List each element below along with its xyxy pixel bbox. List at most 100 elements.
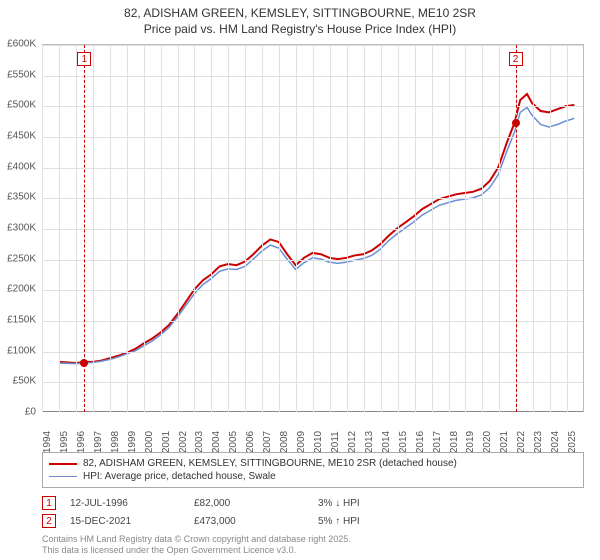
gridline-v (381, 45, 382, 412)
y-tick-label: £250K (7, 253, 36, 264)
gridline-v (110, 45, 111, 412)
x-tick-label: 2000 (144, 431, 155, 453)
gridline-v (465, 45, 466, 412)
footer-line-2: This data is licensed under the Open Gov… (42, 545, 584, 556)
x-tick-label: 1999 (127, 431, 138, 453)
x-tick-label: 2019 (465, 431, 476, 453)
x-tick-label: 2008 (279, 431, 290, 453)
marker-line-1 (84, 45, 85, 412)
legend-row: HPI: Average price, detached house, Swal… (49, 470, 577, 483)
gridline-v (398, 45, 399, 412)
x-tick-label: 1997 (93, 431, 104, 453)
x-tick-label: 2006 (245, 431, 256, 453)
gridline-v (347, 45, 348, 412)
y-tick-label: £200K (7, 284, 36, 295)
gridline-v (550, 45, 551, 412)
gridline-v (449, 45, 450, 412)
legend-swatch (49, 463, 77, 465)
legend-swatch (49, 476, 77, 477)
x-tick-label: 2001 (161, 431, 172, 453)
y-axis-labels: £0£50K£100K£150K£200K£250K£300K£350K£400… (0, 44, 40, 412)
gridline-v (482, 45, 483, 412)
gridline-v (93, 45, 94, 412)
note-row: 2 15-DEC-2021 £473,000 5% ↑ HPI (42, 512, 584, 530)
y-tick-label: £0 (25, 407, 36, 418)
note-row: 112-JUL-1996£82,0003% ↓ HPI (42, 494, 584, 512)
note-date: 12-JUL-1996 (70, 498, 180, 509)
y-tick-label: £500K (7, 100, 36, 111)
note-price: £82,000 (194, 498, 304, 509)
x-tick-label: 1994 (42, 431, 53, 453)
x-tick-label: 2012 (347, 431, 358, 453)
y-tick-label: £100K (7, 345, 36, 356)
gridline-v (194, 45, 195, 412)
gridline-v (432, 45, 433, 412)
legend-row: 82, ADISHAM GREEN, KEMSLEY, SITTINGBOURN… (49, 457, 577, 470)
gridline-v (144, 45, 145, 412)
gridline-v (567, 45, 568, 412)
y-tick-label: £400K (7, 161, 36, 172)
series-hpi (59, 107, 574, 363)
footer-line-1: Contains HM Land Registry data © Crown c… (42, 534, 584, 545)
note-number-box: 2 (42, 514, 56, 528)
x-tick-label: 2021 (499, 431, 510, 453)
note-price: £473,000 (194, 516, 304, 527)
gridline-v (59, 45, 60, 412)
marker-notes: 112-JUL-1996£82,0003% ↓ HPI215-DEC-2021£… (42, 494, 584, 530)
x-tick-label: 2005 (228, 431, 239, 453)
x-tick-label: 1998 (110, 431, 121, 453)
y-tick-label: £450K (7, 131, 36, 142)
gridline-v (228, 45, 229, 412)
gridline-v (499, 45, 500, 412)
gridline-v (161, 45, 162, 412)
note-number-box: 1 (42, 496, 56, 510)
x-tick-label: 2002 (178, 431, 189, 453)
gridline-v (313, 45, 314, 412)
gridline-v (76, 45, 77, 412)
x-tick-label: 2024 (550, 431, 561, 453)
note-date: 15-DEC-2021 (70, 516, 180, 527)
gridline-v (262, 45, 263, 412)
gridline-v (279, 45, 280, 412)
x-tick-label: 1995 (59, 431, 70, 453)
y-tick-label: £350K (7, 192, 36, 203)
marker-dot-1 (80, 359, 88, 367)
x-tick-label: 2015 (398, 431, 409, 453)
x-tick-label: 2007 (262, 431, 273, 453)
legend-label: 82, ADISHAM GREEN, KEMSLEY, SITTINGBOURN… (83, 458, 457, 469)
x-tick-label: 2013 (364, 431, 375, 453)
y-tick-label: £300K (7, 223, 36, 234)
gridline-v (178, 45, 179, 412)
marker-dot-2 (512, 119, 520, 127)
title-block: 82, ADISHAM GREEN, KEMSLEY, SITTINGBOURN… (0, 0, 600, 39)
x-axis-labels: 1994199519961997199819992000200120022003… (42, 414, 584, 444)
x-tick-label: 2023 (533, 431, 544, 453)
x-tick-label: 1996 (76, 431, 87, 453)
gridline-v (330, 45, 331, 412)
y-tick-label: £550K (7, 69, 36, 80)
x-tick-label: 2020 (482, 431, 493, 453)
x-tick-label: 2025 (567, 431, 578, 453)
y-tick-label: £150K (7, 315, 36, 326)
legend-label: HPI: Average price, detached house, Swal… (83, 471, 276, 482)
gridline-v (296, 45, 297, 412)
x-tick-label: 2010 (313, 431, 324, 453)
gridline-v (42, 45, 43, 412)
title-subtitle: Price paid vs. HM Land Registry's House … (10, 22, 590, 38)
gridline-v (245, 45, 246, 412)
gridline-v (533, 45, 534, 412)
y-tick-label: £600K (7, 39, 36, 50)
gridline-v (127, 45, 128, 412)
x-tick-label: 2004 (211, 431, 222, 453)
title-address: 82, ADISHAM GREEN, KEMSLEY, SITTINGBOURN… (10, 6, 590, 22)
x-tick-label: 2011 (330, 431, 341, 453)
note-delta: 5% ↑ HPI (318, 516, 428, 527)
plot-area (42, 44, 584, 412)
chart-container: 82, ADISHAM GREEN, KEMSLEY, SITTINGBOURN… (0, 0, 600, 560)
y-tick-label: £50K (13, 376, 36, 387)
marker-line-2 (516, 45, 517, 412)
x-tick-label: 2003 (194, 431, 205, 453)
gridline-v (211, 45, 212, 412)
marker-box-2: 2 (509, 52, 523, 66)
marker-box-1: 1 (77, 52, 91, 66)
